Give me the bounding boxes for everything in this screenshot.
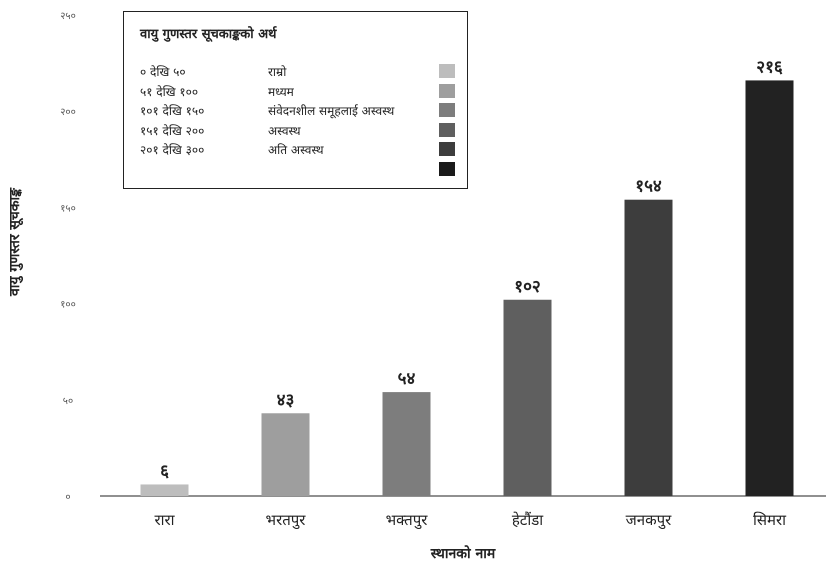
legend-item-range: २०१ देखि ३०० — [140, 143, 205, 157]
y-tick-label: ५० — [63, 396, 73, 407]
bar-value-label: ६ — [160, 461, 169, 481]
legend-item-range: १५१ देखि २०० — [140, 123, 205, 138]
legend-swatch — [439, 64, 455, 78]
legend-item: १०१ देखि १५० संवेदनशील समूहलाई अस्वस्थ — [124, 102, 467, 120]
x-axis-title: स्थानको नाम — [430, 545, 496, 562]
y-tick-label: १५० — [60, 203, 76, 214]
legend-item-label: अस्वस्थ — [268, 123, 301, 138]
legend-item: ० देखि ५० राम्रो — [124, 63, 467, 81]
legend-item-label: मध्यम — [268, 84, 294, 99]
legend-swatch — [439, 142, 455, 156]
legend: वायु गुणस्तर सूचकाङ्कको अर्थ ० देखि ५० रा… — [123, 11, 468, 189]
legend-item — [124, 161, 467, 179]
legend-swatch — [439, 83, 455, 98]
category-labels: रारा भरतपुर भक्तपुर हेटौंडा जनकपुर सिमरा — [154, 511, 787, 530]
value-labels: ६ ४३ ५४ १०२ १५४ २१६ — [160, 57, 783, 481]
legend-item: ५१ देखि १०० मध्यम — [124, 83, 467, 101]
y-axis-title: वायु गुणस्तर सूचकाङ्क — [7, 187, 24, 297]
bar-value-label: १०२ — [514, 277, 541, 297]
bar — [503, 299, 552, 496]
category-label: भक्तपुर — [386, 511, 429, 530]
y-tick-label: २५० — [60, 11, 76, 22]
y-tick-label: ० — [65, 492, 70, 503]
legend-item: २०१ देखि ३०० अति अस्वस्थ — [124, 141, 467, 159]
bar-value-label: ४३ — [277, 390, 295, 410]
bar — [261, 413, 310, 496]
y-tick-label: २०० — [60, 107, 76, 118]
legend-title: वायु गुणस्तर सूचकाङ्कको अर्थ — [140, 27, 277, 42]
category-label: रारा — [154, 511, 175, 529]
legend-item-range: ५१ देखि १०० — [140, 84, 199, 99]
category-label: हेटौंडा — [512, 511, 544, 529]
bar — [382, 392, 431, 496]
legend-item-label: अति अस्वस्थ — [268, 143, 324, 157]
y-axis-ticks: ० ५० १०० १५० २०० २५० — [60, 11, 76, 503]
category-label: भरतपुर — [266, 511, 307, 530]
legend-item-label: राम्रो — [268, 65, 287, 79]
bars — [140, 80, 794, 497]
legend-swatch — [439, 161, 455, 176]
legend-swatch — [439, 122, 455, 137]
bar — [624, 199, 673, 497]
legend-item-range: ० देखि ५० — [140, 65, 186, 79]
legend-item: १५१ देखि २०० अस्वस्थ — [124, 122, 467, 140]
legend-item-label: संवेदनशील समूहलाई अस्वस्थ — [268, 104, 395, 118]
bar — [140, 484, 189, 496]
legend-item-range: १०१ देखि १५० — [140, 104, 205, 118]
category-label: सिमरा — [753, 511, 787, 529]
legend-swatch — [439, 103, 455, 117]
bar-value-label: २१६ — [756, 57, 783, 77]
bar-value-label: ५४ — [398, 369, 416, 389]
y-tick-label: १०० — [60, 300, 76, 311]
bar-value-label: १५४ — [635, 177, 662, 197]
category-label: जनकपुर — [626, 511, 672, 530]
bar — [745, 80, 794, 496]
